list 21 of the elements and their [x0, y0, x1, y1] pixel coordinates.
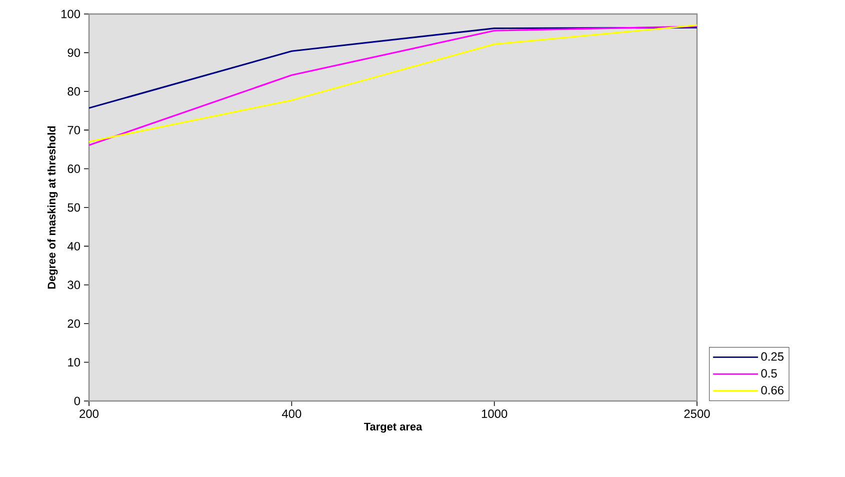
legend-label: 0.5 — [761, 369, 777, 378]
y-tick-label: 100 — [61, 10, 80, 18]
y-tick-label: 20 — [68, 319, 80, 328]
y-tick-label: 80 — [68, 87, 80, 96]
y-axis-title: Degree of masking at threshold — [47, 126, 58, 289]
x-tick-label: 1000 — [482, 410, 508, 418]
y-tick-label: 30 — [68, 280, 80, 290]
y-tick-label: 70 — [68, 126, 80, 134]
x-tick-label: 200 — [80, 410, 99, 418]
x-tick-label: 400 — [282, 410, 302, 418]
legend-label: 0.25 — [761, 352, 784, 361]
x-axis-title: Target area — [364, 422, 422, 433]
y-tick-label: 60 — [68, 164, 80, 174]
y-tick-label: 40 — [67, 242, 80, 250]
y-tick-label: 90 — [68, 48, 80, 57]
y-tick-label: 10 — [68, 358, 80, 367]
y-tick-label: 0 — [74, 396, 80, 406]
line-series — [89, 26, 698, 109]
x-tick-label: 2500 — [684, 410, 710, 418]
y-tick-label: 50 — [68, 203, 80, 212]
legend-label: 0.66 — [761, 386, 784, 394]
